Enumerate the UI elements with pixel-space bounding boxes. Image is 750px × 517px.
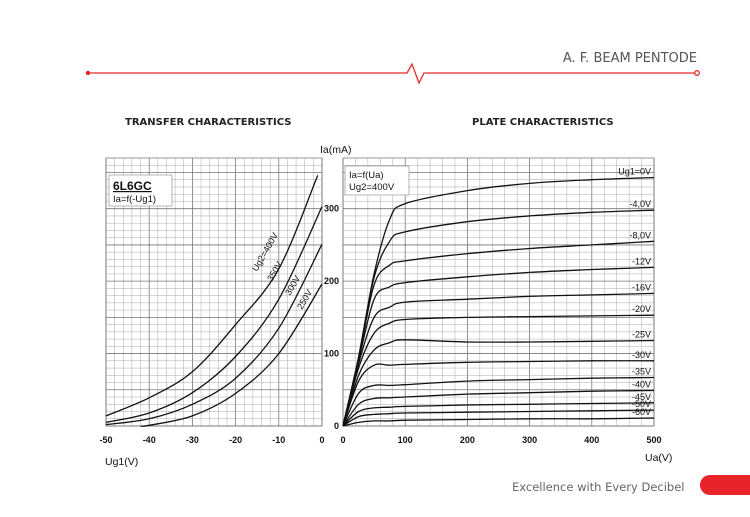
plate-chart-title: PLATE CHARACTERISTICS [472, 117, 614, 128]
plate-legend-box [344, 165, 410, 196]
transfer-curve [105, 175, 319, 417]
plate-curve [342, 339, 655, 427]
plate-curve-label: -25V [632, 330, 651, 340]
plate-curve-label: -30V [632, 350, 651, 360]
plate-curve-label: -12V [632, 256, 651, 266]
plate-chart-grid [342, 157, 655, 427]
plate-curve [342, 402, 655, 427]
plate-curve-label: -45V [632, 392, 651, 402]
x-axis-label-transfer: Ug1(V) [105, 456, 138, 468]
plate-curve [342, 292, 655, 427]
x-tick-label: 500 [646, 435, 661, 445]
plate-curve [342, 360, 655, 427]
x-tick-label: -10 [272, 435, 285, 445]
x-tick-label: -40 [143, 435, 156, 445]
plate-curve-label: Ug1=0V [618, 167, 651, 177]
plate-curve [342, 389, 655, 427]
transfer-curve [105, 243, 323, 426]
plate-curve-label: -8,0V [629, 230, 651, 240]
transfer-legend-box [108, 174, 173, 207]
y-tick-label: 100 [324, 349, 339, 359]
y-tick-label: 300 [324, 204, 339, 214]
x-tick-label: 300 [522, 435, 537, 445]
header-line-start-dot [85, 70, 91, 76]
plate-chart-curves: Ug1=0V -4,0V -8,0V -12V -16V -20V -25V -30V -35V… [342, 167, 655, 427]
plate-curve [342, 240, 655, 427]
plate-curve-label: -4,0V [629, 199, 651, 209]
transfer-chart-title: TRANSFER CHARACTERISTICS [125, 117, 291, 128]
plate-curve-label: -20V [632, 304, 651, 314]
plate-curve [342, 417, 655, 427]
transfer-curve [105, 206, 323, 424]
x-tick-label: 0 [319, 435, 324, 445]
plate-curve-label: -60V [632, 407, 651, 417]
plate-curve-label: -16V [632, 282, 651, 292]
x-tick-label: 400 [584, 435, 599, 445]
y-tick-label: 200 [324, 276, 339, 286]
plate-curve [342, 376, 655, 427]
y-tick-label: 0 [334, 421, 339, 431]
plate-curve [342, 314, 655, 427]
x-tick-label: -20 [229, 435, 242, 445]
page-title: A. F. BEAM PENTODE [563, 51, 697, 66]
plate-function: Ia=f(Ua) [349, 170, 384, 181]
axis-ticks: -50 -40 -30 -20 -10 0 0 100 200 300 400 50001002003… [99, 204, 661, 445]
tube-name: 6L6GC [113, 179, 152, 193]
plate-curve-label: -50V [632, 399, 651, 409]
plate-curve [342, 409, 655, 427]
plate-curve-label: -40V [632, 380, 651, 390]
footer-red-pill [700, 475, 750, 495]
footer-tagline: Excellence with Every Decibel [512, 480, 684, 494]
x-tick-label: -30 [186, 435, 199, 445]
plate-condition: Ug2=400V [349, 182, 395, 193]
x-axis-label-plate: Ua(V) [645, 452, 672, 464]
plate-curve-label: -35V [632, 366, 651, 376]
header-heartbeat-line [88, 62, 697, 85]
plate-curve [342, 266, 655, 427]
transfer-function: Ia=f(-Ug1) [113, 194, 156, 205]
x-tick-label: 100 [398, 435, 413, 445]
y-axis-label: Ia(mA) [320, 144, 352, 156]
x-tick-label: -50 [99, 435, 112, 445]
header-line-end-circle [694, 70, 700, 76]
x-tick-label: 200 [460, 435, 475, 445]
x-tick-label: 0 [340, 435, 345, 445]
plot-area [342, 157, 655, 427]
transfer-curve [140, 283, 323, 427]
